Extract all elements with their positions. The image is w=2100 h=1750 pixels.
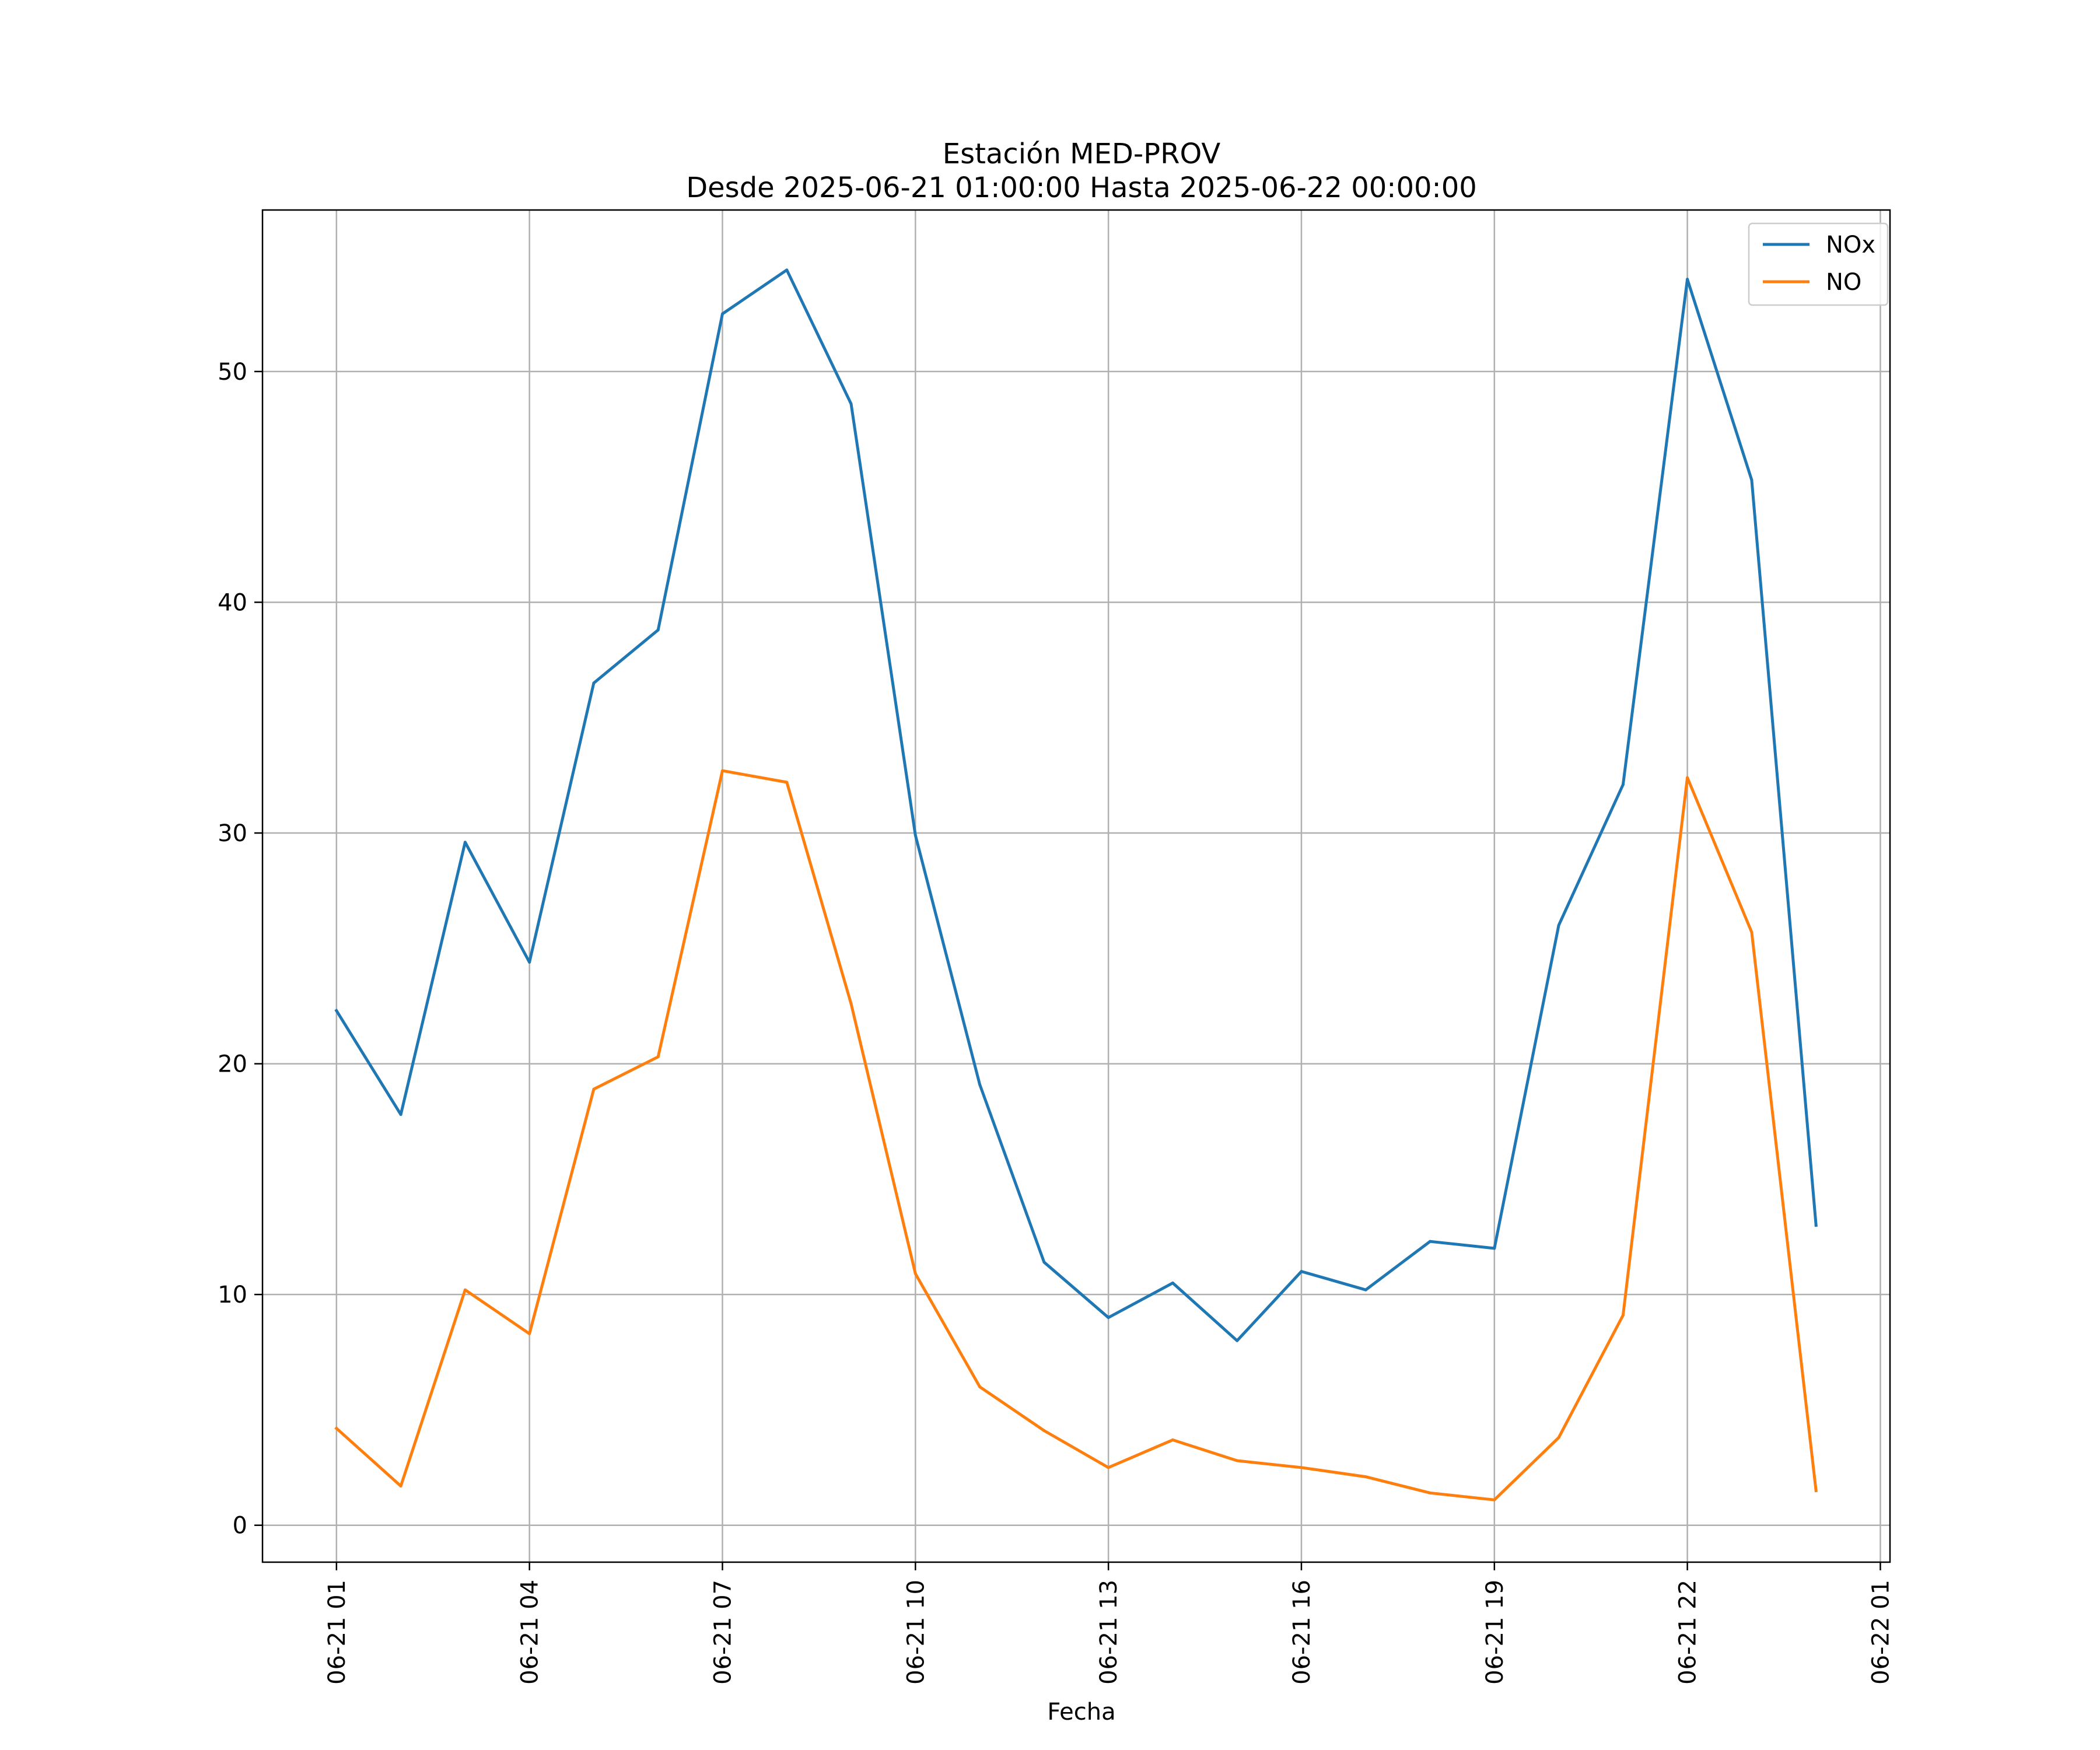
data-point-no [399, 1484, 402, 1488]
data-point-no [463, 1288, 467, 1292]
data-point-no [1686, 776, 1689, 779]
data-point-nox [1171, 1281, 1174, 1284]
data-point-no [1493, 1498, 1496, 1502]
data-point-no [1364, 1475, 1367, 1479]
data-point-nox [592, 681, 596, 685]
data-point-nox [978, 1083, 982, 1086]
x-tick-label: 06-22 01 [1867, 1580, 1894, 1685]
data-point-no [1621, 1314, 1625, 1317]
plot-area-frame [261, 209, 1891, 1563]
data-point-nox [914, 834, 917, 837]
data-point-no [978, 1385, 982, 1388]
data-point-no [592, 1087, 596, 1091]
data-point-nox [1300, 1270, 1303, 1273]
data-point-no [528, 1332, 531, 1335]
chart-title: Estación MED-PROV [943, 138, 1221, 170]
x-tick-label: 06-21 16 [1289, 1580, 1315, 1685]
y-tick-label: 20 [218, 1051, 247, 1078]
data-point-nox [1750, 478, 1754, 482]
legend-label-nox: NOx [1826, 232, 1875, 258]
series-line-no [334, 769, 1818, 1502]
data-point-no [1300, 1466, 1303, 1469]
data-point-nox [1364, 1288, 1367, 1292]
data-point-nox [1042, 1261, 1046, 1264]
data-point-no [1171, 1438, 1174, 1441]
data-point-nox [849, 402, 853, 405]
data-point-no [1042, 1429, 1046, 1433]
axis-ticks: 06-21 01 06-21 04 06-21 07 06-21 10 06-21 13… [218, 359, 1894, 1685]
series-line-nox [334, 268, 1818, 1342]
data-point-nox [720, 312, 724, 316]
series-lines [334, 268, 1818, 1502]
x-tick-label: 06-21 04 [517, 1580, 544, 1685]
x-tick-label: 06-21 10 [902, 1580, 929, 1685]
data-point-nox [1107, 1316, 1110, 1320]
y-tick-label: 40 [218, 589, 247, 616]
data-point-nox [1557, 923, 1560, 927]
grid [262, 210, 1890, 1562]
data-point-nox [1493, 1247, 1496, 1250]
data-point-nox [656, 628, 660, 632]
data-point-no [1236, 1459, 1239, 1462]
data-point-no [1814, 1489, 1818, 1492]
x-tick-label: 06-21 22 [1675, 1580, 1702, 1685]
data-point-nox [399, 1113, 402, 1116]
data-point-no [720, 769, 724, 772]
x-axis-label: Fecha [1047, 1699, 1115, 1726]
data-point-no [1557, 1436, 1560, 1439]
data-point-nox [463, 841, 467, 844]
data-point-nox [1621, 783, 1625, 786]
data-point-no [656, 1055, 660, 1059]
x-tick-label: 06-21 07 [709, 1580, 736, 1685]
data-point-nox [528, 961, 531, 964]
data-point-no [1750, 930, 1754, 934]
data-point-no [335, 1427, 338, 1430]
y-tick-label: 50 [218, 359, 247, 386]
data-point-no [1429, 1491, 1432, 1494]
legend-label-no: NO [1826, 269, 1861, 296]
data-point-nox [1236, 1339, 1239, 1342]
chart-subtitle: Desde 2025-06-21 01:00:00 Hasta 2025-06-… [686, 172, 1477, 204]
data-point-nox [785, 268, 789, 272]
data-point-nox [1814, 1223, 1818, 1227]
x-tick-label: 06-21 19 [1482, 1580, 1508, 1685]
x-tick-label: 06-21 13 [1096, 1580, 1122, 1685]
data-point-no [1107, 1466, 1110, 1469]
data-point-no [914, 1272, 917, 1276]
legend: NOx NO [1748, 222, 1889, 306]
x-tick-label: 06-21 01 [324, 1580, 351, 1685]
data-point-no [785, 780, 789, 784]
data-point-no [849, 1002, 853, 1006]
data-point-nox [335, 1009, 338, 1013]
y-tick-label: 30 [218, 820, 247, 847]
y-tick-label: 10 [218, 1282, 247, 1308]
data-point-nox [1686, 278, 1689, 281]
data-point-nox [1429, 1240, 1432, 1243]
y-tick-label: 0 [233, 1513, 247, 1539]
